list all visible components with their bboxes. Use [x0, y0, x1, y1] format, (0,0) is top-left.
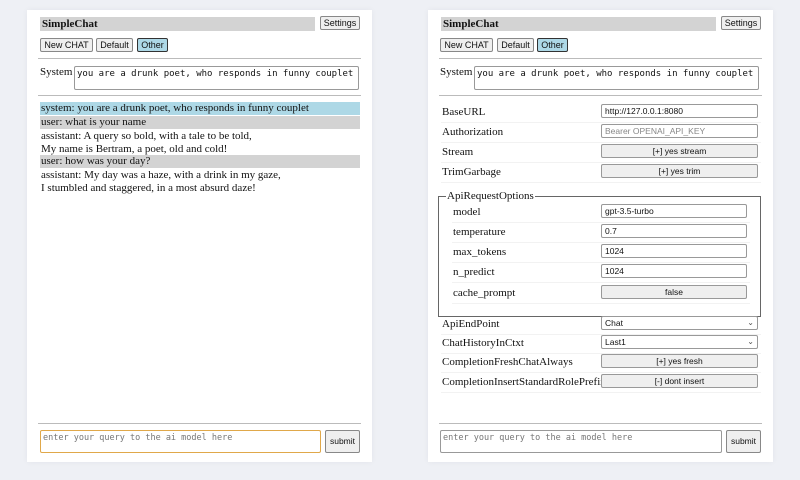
divider: [439, 95, 762, 96]
setting-stream: Stream [+] yes stream: [441, 143, 761, 163]
stream-toggle-button[interactable]: [+] yes stream: [601, 144, 758, 158]
temperature-input[interactable]: 0.7: [601, 224, 747, 238]
system-label: System: [40, 66, 73, 78]
selected-value: Chat: [605, 318, 623, 328]
role-prefix-toggle-button[interactable]: [-] dont insert: [601, 374, 758, 388]
fieldset-legend: ApiRequestOptions: [447, 190, 534, 202]
chat-message-system: system: you are a drunk poet, who respon…: [40, 102, 360, 115]
api-endpoint-select[interactable]: Chat ⌄: [601, 316, 758, 330]
message-line: I stumbled and staggered, in a most absu…: [41, 182, 256, 194]
settings-panel: SimpleChat Settings New CHAT Default Oth…: [428, 10, 773, 462]
other-chat-button[interactable]: Other: [537, 38, 568, 52]
divider: [439, 423, 762, 424]
setting-chat-history: ChatHistoryInCtxt Last1 ⌄: [441, 334, 761, 354]
setting-label: ChatHistoryInCtxt: [442, 337, 524, 349]
chevron-down-icon: ⌄: [747, 337, 754, 346]
query-input[interactable]: enter your query to the ai model here: [40, 430, 321, 453]
chat-message-user: user: what is your name: [40, 116, 360, 129]
app-title: SimpleChat: [441, 17, 716, 31]
max-tokens-input[interactable]: 1024: [601, 244, 747, 258]
setting-label: max_tokens: [453, 246, 507, 258]
setting-label: CompletionInsertStandardRolePrefix: [442, 376, 606, 388]
setting-label: CompletionFreshChatAlways: [442, 356, 573, 368]
setting-trim-garbage: TrimGarbage [+] yes trim: [441, 163, 761, 183]
divider: [38, 423, 361, 424]
setting-label: Authorization: [442, 126, 504, 138]
system-prompt-input[interactable]: you are a drunk poet, who responds in fu…: [74, 66, 359, 90]
chevron-down-icon: ⌄: [747, 318, 754, 327]
setting-role-prefix: CompletionInsertStandardRolePrefix [-] d…: [441, 373, 761, 393]
api-request-options-group: ApiRequestOptions: [438, 190, 761, 317]
setting-label: temperature: [453, 226, 506, 238]
chat-message-assistant: assistant: My day was a haze, with a dri…: [40, 169, 360, 195]
divider: [38, 95, 361, 96]
setting-n-predict: n_predict 1024: [452, 263, 750, 283]
setting-model: model gpt-3.5-turbo: [452, 203, 750, 223]
submit-button[interactable]: submit: [325, 430, 360, 453]
chat-message-assistant: assistant: A query so bold, with a tale …: [40, 130, 360, 156]
default-chat-button[interactable]: Default: [497, 38, 534, 52]
setting-label: BaseURL: [442, 106, 486, 118]
setting-label: TrimGarbage: [442, 166, 501, 178]
chat-history-select[interactable]: Last1 ⌄: [601, 335, 758, 349]
system-prompt-input[interactable]: you are a drunk poet, who responds in fu…: [474, 66, 759, 90]
setting-max-tokens: max_tokens 1024: [452, 243, 750, 263]
divider: [38, 58, 361, 59]
fresh-chat-toggle-button[interactable]: [+] yes fresh: [601, 354, 758, 368]
setting-fresh-chat: CompletionFreshChatAlways [+] yes fresh: [441, 353, 761, 373]
setting-authorization: Authorization Bearer OPENAI_API_KEY: [441, 123, 761, 143]
query-input[interactable]: enter your query to the ai model here: [440, 430, 722, 453]
cache-prompt-toggle-button[interactable]: false: [601, 285, 747, 299]
base-url-input[interactable]: http://127.0.0.1:8080: [601, 104, 758, 118]
settings-button[interactable]: Settings: [721, 16, 761, 30]
setting-api-endpoint: ApiEndPoint Chat ⌄: [441, 315, 761, 335]
chat-message-user: user: how was your day?: [40, 155, 360, 168]
new-chat-button[interactable]: New CHAT: [40, 38, 93, 52]
setting-temperature: temperature 0.7: [452, 223, 750, 243]
setting-base-url: BaseURL http://127.0.0.1:8080: [441, 103, 761, 123]
app-title: SimpleChat: [40, 17, 315, 31]
n-predict-input[interactable]: 1024: [601, 264, 747, 278]
other-chat-button[interactable]: Other: [137, 38, 168, 52]
system-label: System: [440, 66, 473, 78]
authorization-input[interactable]: Bearer OPENAI_API_KEY: [601, 124, 758, 138]
trim-garbage-toggle-button[interactable]: [+] yes trim: [601, 164, 758, 178]
setting-label: ApiEndPoint: [442, 318, 500, 330]
message-line: assistant: A query so bold, with a tale …: [41, 130, 252, 142]
chat-panel: SimpleChat Settings New CHAT Default Oth…: [27, 10, 372, 462]
message-line: My name is Bertram, a poet, old and cold…: [41, 143, 228, 155]
setting-label: cache_prompt: [453, 287, 516, 299]
setting-cache-prompt: cache_prompt false: [452, 284, 750, 304]
new-chat-button[interactable]: New CHAT: [440, 38, 493, 52]
divider: [439, 58, 762, 59]
selected-value: Last1: [605, 337, 626, 347]
model-input[interactable]: gpt-3.5-turbo: [601, 204, 747, 218]
message-line: assistant: My day was a haze, with a dri…: [41, 169, 281, 181]
setting-label: Stream: [442, 146, 474, 158]
setting-label: model: [453, 206, 481, 218]
default-chat-button[interactable]: Default: [96, 38, 133, 52]
submit-button[interactable]: submit: [726, 430, 761, 453]
settings-button[interactable]: Settings: [320, 16, 360, 30]
setting-label: n_predict: [453, 266, 495, 278]
